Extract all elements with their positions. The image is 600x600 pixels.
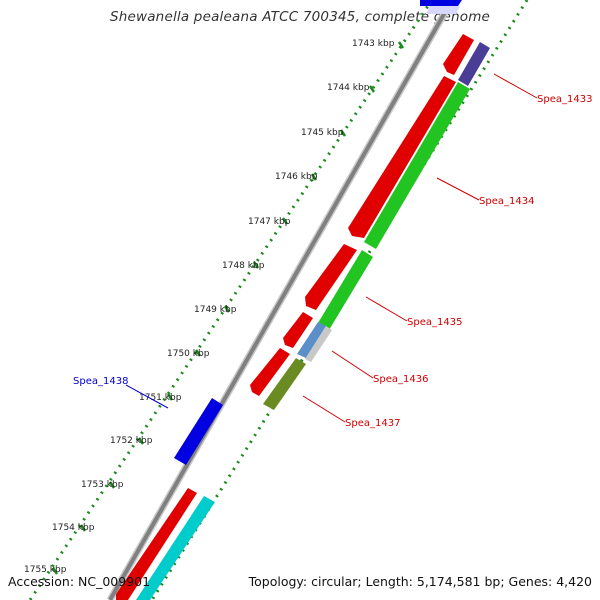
gene-label-spea-1436[interactable]: Spea_1436 — [373, 374, 428, 385]
gene-label-group: Spea_1433 Spea_1434 Spea_1435 Spea_1436 … — [73, 94, 592, 429]
gene-partial-top[interactable] — [420, 0, 462, 6]
accession-text: Accession: NC_009901 — [8, 574, 151, 589]
kbp-tick — [223, 305, 231, 313]
gene-red-1749[interactable] — [283, 312, 313, 348]
gene-label-spea-1434[interactable]: Spea_1434 — [479, 196, 534, 207]
gene-red-1754[interactable] — [116, 488, 197, 600]
outer-tick-track — [28, 0, 434, 600]
kbp-label: 1746 kbp — [275, 172, 318, 182]
gene-spea-1434[interactable] — [364, 82, 470, 249]
gene-label-spea-1433[interactable]: Spea_1433 — [537, 94, 592, 105]
gene-red-1750[interactable] — [250, 348, 290, 396]
kbp-label: 1753 kbp — [81, 480, 124, 490]
genome-title: Shewanella pealeana ATCC 700345, complet… — [109, 9, 491, 25]
gene-spea-1436[interactable] — [297, 322, 326, 358]
kbp-tick — [108, 481, 116, 489]
topology-text: Topology: circular; Length: 5,174,581 bp… — [248, 574, 592, 589]
gene-spea-1435[interactable] — [318, 250, 373, 330]
kbp-label: 1745 kbp — [301, 128, 344, 138]
kbp-tick — [51, 567, 59, 575]
kbp-tick — [281, 217, 289, 225]
gene-leaders — [125, 73, 538, 423]
kbp-label: 1749 kbp — [194, 305, 237, 315]
gene-label-spea-1437[interactable]: Spea_1437 — [345, 418, 400, 429]
gene-cyan-1754[interactable] — [136, 496, 215, 600]
kbp-label: 1743 kbp — [352, 39, 395, 49]
gene-spea-1433[interactable] — [458, 42, 490, 86]
genome-backbone — [106, 0, 456, 600]
gene-red-1743[interactable] — [443, 34, 474, 75]
kbp-label: 1752 kbp — [110, 436, 153, 446]
kbp-tick — [166, 393, 174, 401]
kbp-tick — [397, 41, 405, 49]
gene-label-spea-1435[interactable]: Spea_1435 — [407, 317, 462, 328]
kbp-tick — [252, 261, 260, 269]
gene-spea-1438[interactable] — [174, 398, 223, 465]
kbp-label: 1754 kbp — [52, 523, 95, 533]
gene-features — [116, 0, 490, 600]
kbp-label: 1750 kbp — [167, 349, 210, 359]
kbp-label: 1755 kbp — [24, 565, 67, 575]
kbp-tick — [79, 524, 87, 532]
kbp-tick — [194, 349, 202, 357]
kbp-tick — [310, 173, 318, 181]
gene-spea-1437[interactable] — [263, 358, 306, 410]
kbp-scale: 1743 kbp 1744 kbp 1745 kbp 1746 kbp 1747… — [24, 39, 405, 575]
kbp-label: 1751 kbp — [139, 393, 182, 403]
kbp-tick — [368, 85, 376, 93]
kbp-tick — [137, 437, 145, 445]
gene-red-1748[interactable] — [305, 244, 357, 310]
kbp-tick — [339, 129, 347, 137]
gene-label-spea-1438[interactable]: Spea_1438 — [73, 376, 128, 387]
gene-red-1744[interactable] — [348, 76, 456, 238]
kbp-label: 1748 kbp — [222, 261, 265, 271]
kbp-label: 1747 kbp — [248, 217, 291, 227]
kbp-label: 1744 kbp — [327, 83, 370, 93]
